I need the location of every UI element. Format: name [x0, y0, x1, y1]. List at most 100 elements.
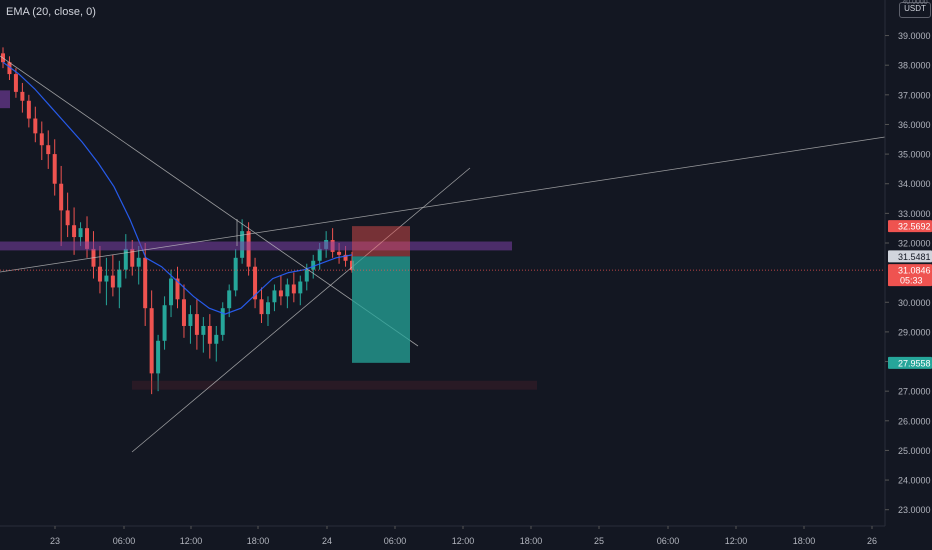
candle-body	[33, 118, 38, 134]
time-tick-label: 06:00	[657, 536, 680, 546]
candle-body	[233, 257, 238, 291]
time-tick-label: 18:00	[247, 536, 270, 546]
candle-body	[72, 225, 77, 238]
candle-body	[259, 299, 264, 315]
candle-body	[169, 278, 174, 306]
candle-body	[123, 248, 128, 270]
candle-body	[26, 100, 31, 119]
price-label-entry: 31.5481	[898, 252, 931, 262]
time-tick-label: 18:00	[793, 536, 816, 546]
price-axis: 39.0000 38.0000 37.0000 36.0000 35.0000 34.00…	[885, 31, 931, 515]
price-tick-label: 24.0000	[898, 476, 931, 486]
upper-zone	[0, 90, 10, 109]
price-tick-label: 34.0000	[898, 179, 931, 189]
price-tick-label: 35.0000	[898, 150, 931, 160]
trendline-upper	[0, 136, 886, 273]
candle-body	[175, 278, 180, 300]
candle-body	[13, 74, 18, 92]
candle-body	[97, 266, 102, 282]
ema-line	[2, 61, 353, 315]
candle-body	[39, 133, 44, 146]
candle-body	[7, 62, 12, 75]
candle-body	[291, 284, 296, 294]
countdown-label: 05:33	[900, 276, 923, 286]
candle-body	[253, 266, 258, 300]
price-tick-label: 25.0000	[898, 446, 931, 456]
time-tick-label: 06:00	[384, 536, 407, 546]
take-profit-box	[352, 256, 410, 363]
time-axis: 23 06:00 12:00 18:00 24 06:00 12:00 18:00 25 06:0…	[50, 526, 877, 546]
candle-body	[149, 308, 154, 374]
price-tick-label: 30.0000	[898, 298, 931, 308]
demand-zone	[132, 380, 537, 390]
candle-body	[278, 290, 283, 297]
price-label-stop: 32.5692	[898, 222, 931, 232]
trendline-down	[0, 55, 419, 347]
time-tick-label: 26	[867, 536, 877, 546]
candle-body	[265, 302, 270, 315]
time-tick-label: 23	[50, 536, 60, 546]
candle-body	[20, 91, 25, 101]
price-tick-label: 36.0000	[898, 120, 931, 130]
candle-body	[104, 275, 109, 282]
candle-body	[227, 290, 232, 309]
candle-body	[220, 308, 225, 335]
ema-legend[interactable]: EMA (20, close, 0)	[6, 6, 96, 18]
candle-body	[272, 290, 277, 303]
time-tick-label: 12:00	[180, 536, 203, 546]
currency-top-value: 40.0000	[902, 0, 928, 6]
price-tick-label: 33.0000	[898, 209, 931, 219]
price-tick-label: 39.0000	[898, 31, 931, 41]
currency-button[interactable]: 40.0000 USDT	[899, 0, 931, 18]
candle-body	[85, 228, 90, 249]
candle-body	[110, 275, 115, 288]
candle-body	[285, 284, 290, 297]
supply-zone	[0, 241, 512, 251]
candle-body	[188, 314, 193, 326]
candle-body	[59, 183, 64, 211]
candle-body	[78, 228, 83, 238]
candle-body	[311, 260, 316, 270]
trendline-lower	[131, 167, 471, 453]
candle-body	[130, 248, 135, 267]
candle-body	[201, 325, 206, 335]
price-tick-label: 32.0000	[898, 238, 931, 248]
candle-body	[214, 334, 219, 344]
candle-body	[343, 254, 348, 261]
candle-body	[207, 325, 212, 344]
time-tick-label: 12:00	[725, 536, 748, 546]
candle-body	[65, 210, 70, 226]
price-label-last-bg	[888, 264, 932, 287]
candle-body	[117, 269, 122, 288]
price-tick-label: 38.0000	[898, 61, 931, 71]
price-tick-label: 37.0000	[898, 90, 931, 100]
candle-body	[317, 248, 322, 261]
price-label-target-bg	[888, 356, 932, 369]
price-label-target: 27.9558	[898, 358, 931, 368]
candle-body	[162, 305, 167, 341]
candle-body	[304, 269, 309, 282]
candle-body	[181, 299, 186, 326]
candle-body	[194, 314, 199, 335]
price-label-last: 31.0846	[898, 266, 931, 276]
time-tick-label: 24	[322, 536, 332, 546]
time-tick-label: 06:00	[113, 536, 136, 546]
candle-body	[337, 251, 342, 255]
price-label-entry-bg	[888, 250, 932, 263]
candle-body	[52, 154, 57, 184]
price-tick-label: 27.0000	[898, 387, 931, 397]
price-label-stop-bg	[888, 220, 932, 233]
plot-background	[0, 0, 885, 526]
time-tick-label: 25	[594, 536, 604, 546]
price-tick-label: 29.0000	[898, 327, 931, 337]
candle-body	[298, 281, 303, 294]
candle-body	[136, 257, 141, 267]
candle-body	[46, 145, 51, 155]
currency-label: USDT	[904, 4, 926, 13]
candle-body	[143, 257, 148, 309]
price-tick-label: 23.0000	[898, 505, 931, 515]
candle-body	[156, 340, 161, 374]
time-tick-label: 18:00	[520, 536, 543, 546]
